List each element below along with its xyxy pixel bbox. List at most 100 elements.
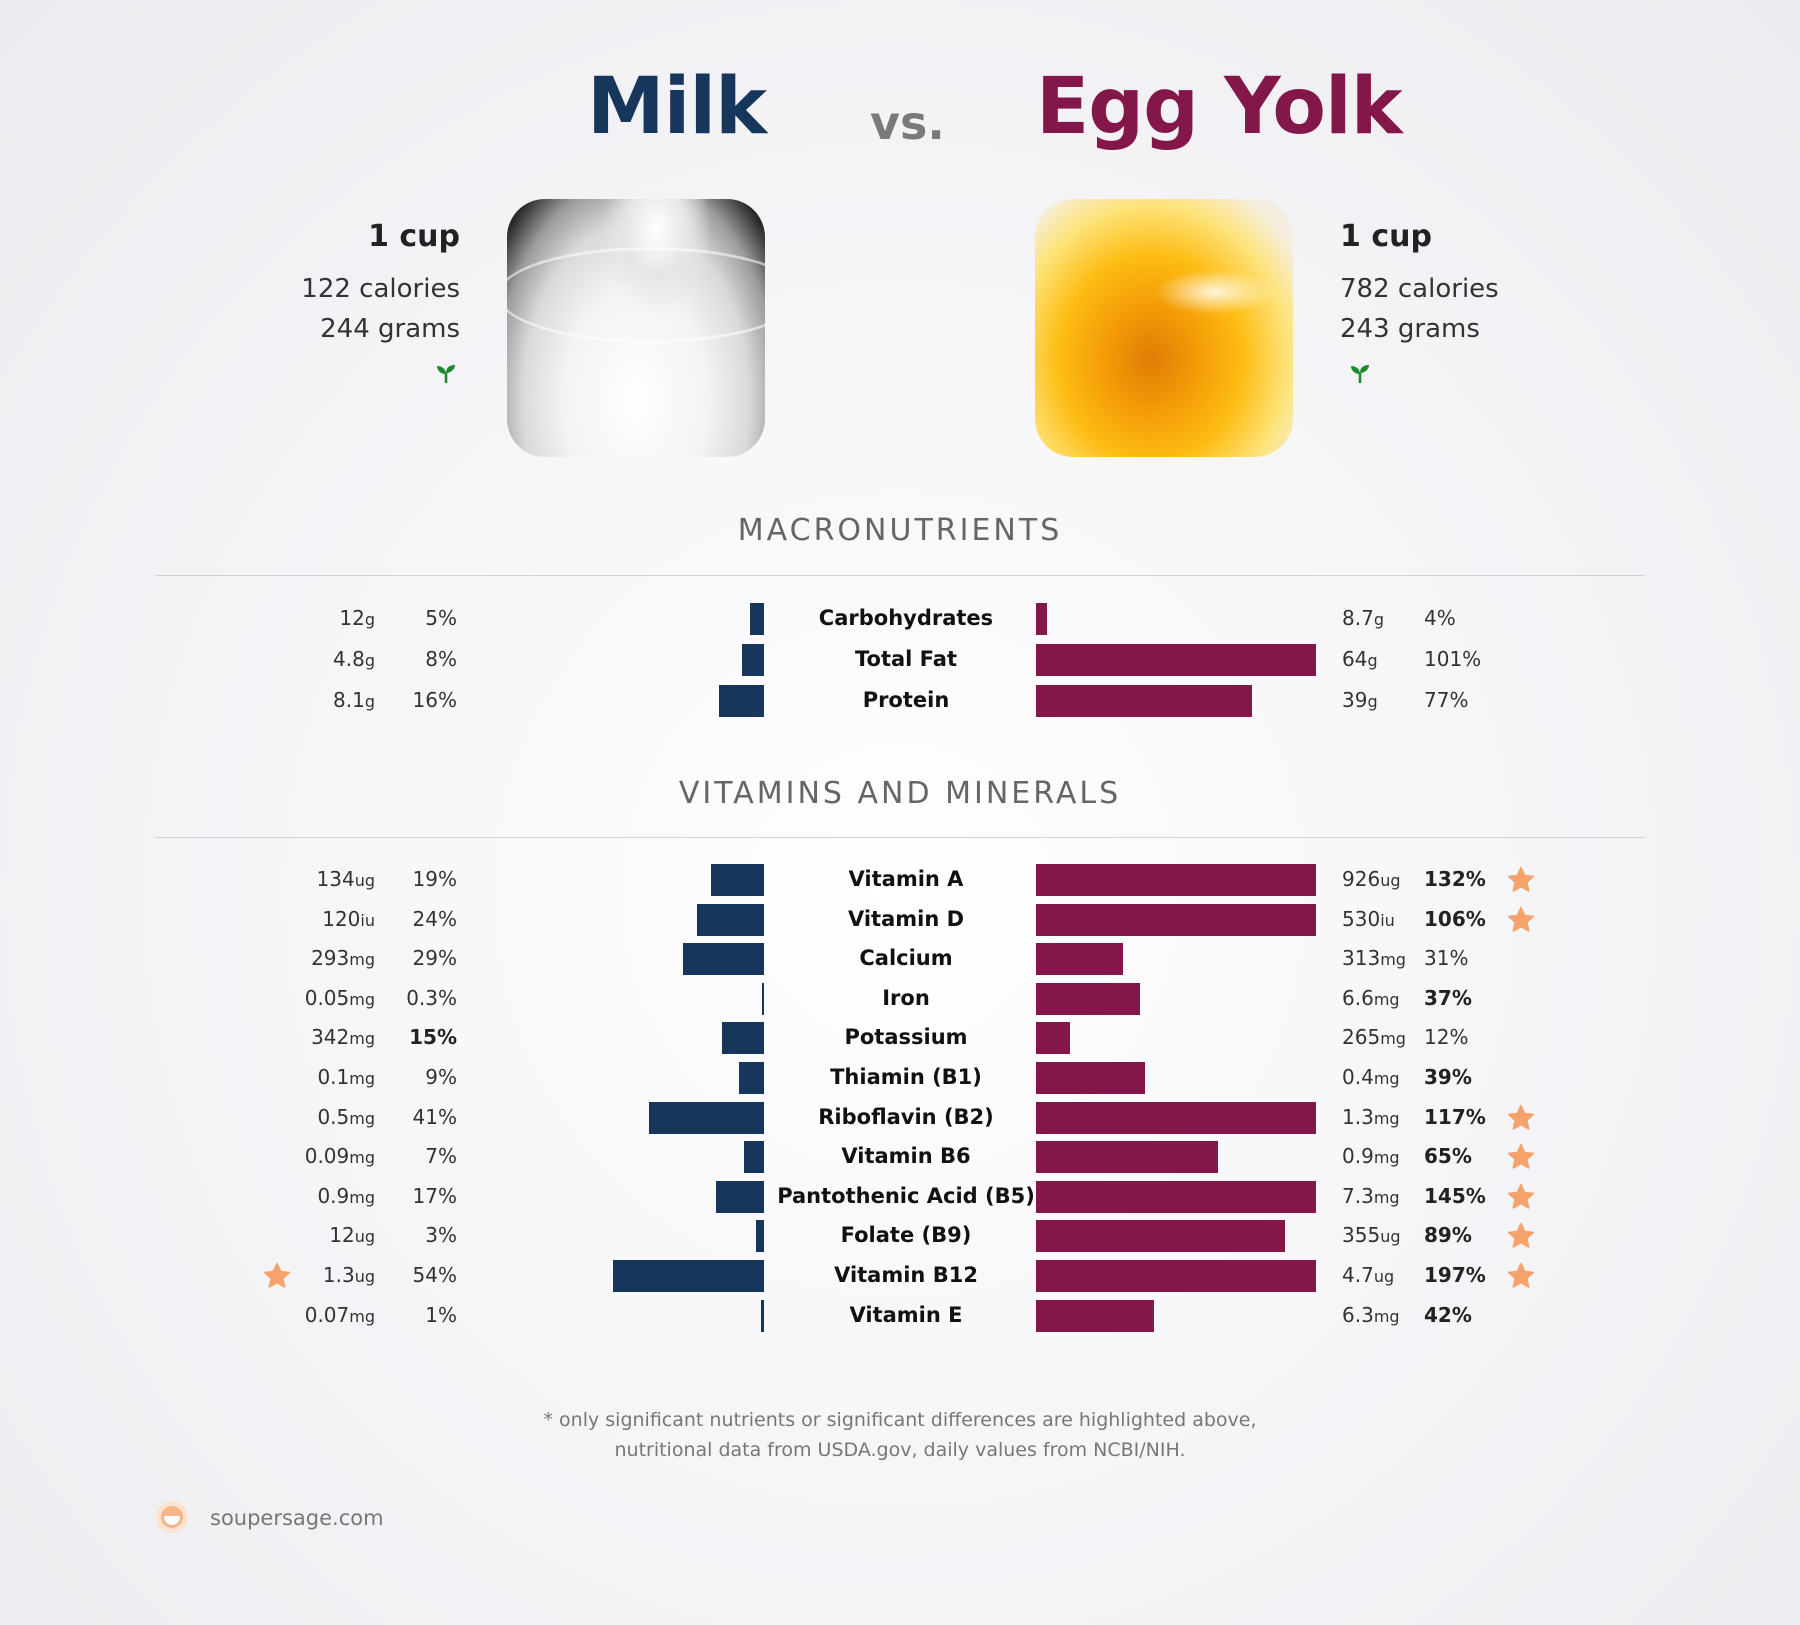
sprout-icon — [1351, 365, 1369, 383]
left-bar — [696, 903, 764, 936]
left-percent: 1% — [425, 1302, 457, 1327]
right-bar — [1036, 1062, 1146, 1094]
vitamins-title: VITAMINS AND MINERALS — [678, 776, 1122, 811]
left-percent: 8% — [425, 647, 457, 671]
right-amount-number: 6.6 — [1342, 985, 1374, 1010]
nutrient-label: Riboflavin (B2) — [818, 1104, 994, 1129]
left-amount-unit: ug — [354, 1267, 375, 1286]
right-grams: 243 grams — [1340, 314, 1480, 344]
left-percent: 0.3% — [406, 985, 457, 1010]
right-bar — [1036, 903, 1316, 936]
left-amount-unit: ug — [354, 1227, 375, 1247]
macronutrients-title: MACRONUTRIENTS — [737, 513, 1063, 548]
left-percent: 3% — [425, 1223, 457, 1248]
left-amount-number: 0.05 — [304, 985, 350, 1010]
left-amount-unit: mg — [349, 1029, 375, 1049]
right-bar — [1036, 1141, 1218, 1174]
right-amount: 926ug — [1342, 867, 1452, 891]
vs-label: vs. — [870, 96, 945, 150]
right-percent: 4% — [1424, 606, 1456, 630]
left-percent: 41% — [412, 1104, 457, 1129]
right-percent: 101% — [1424, 647, 1482, 671]
right-amount: 265mg — [1342, 1025, 1452, 1049]
left-amount-number: 0.09 — [304, 1144, 350, 1169]
left-bar — [722, 1022, 764, 1055]
footnote: * only significant nutrients or signific… — [0, 1405, 1800, 1465]
left-percent: 54% — [412, 1263, 457, 1287]
right-amount-unit: g — [1373, 610, 1384, 629]
right-amount-number: 0.4 — [1342, 1065, 1374, 1089]
left-bar — [716, 1180, 764, 1213]
right-amount-unit: mg — [1380, 950, 1406, 970]
left-bar — [761, 1299, 764, 1332]
left-bar — [762, 982, 764, 1015]
left-amount: 12ug — [155, 1223, 375, 1247]
nutrient-label: Vitamin E — [849, 1302, 963, 1327]
left-amount-number: 342 — [311, 1025, 350, 1050]
left-amount-unit: mg — [349, 1148, 375, 1168]
right-amount-number: 8.7 — [1342, 606, 1374, 630]
left-amount-unit: mg — [349, 1306, 375, 1326]
left-amount: 0.1mg — [155, 1065, 375, 1089]
left-calories: 122 calories — [301, 274, 460, 304]
brand-link[interactable]: soupersage.com — [210, 1506, 384, 1530]
right-amount-number: 6.3 — [1342, 1302, 1374, 1327]
left-amount-unit: g — [364, 651, 375, 670]
right-star-icon — [1507, 906, 1535, 932]
right-percent: 106% — [1424, 906, 1486, 931]
nutrient-label: Calcium — [859, 946, 953, 971]
right-bar — [1036, 603, 1048, 635]
right-amount-unit: mg — [1380, 1029, 1406, 1049]
right-percent: 42% — [1424, 1302, 1472, 1327]
left-serving: 1 cup — [368, 219, 460, 254]
right-star-icon — [1507, 1144, 1535, 1169]
right-percent: 77% — [1424, 688, 1469, 712]
right-bar — [1036, 943, 1123, 976]
left-amount-unit: mg — [349, 950, 375, 970]
right-amount-unit: mg — [1373, 1148, 1400, 1168]
left-amount-number: 12 — [339, 606, 365, 630]
right-amount-unit: g — [1367, 692, 1378, 711]
nutrient-label: Folate (B9) — [840, 1223, 972, 1248]
right-amount: 355ug — [1342, 1223, 1452, 1247]
left-amount: 0.05mg — [155, 986, 375, 1010]
right-bar — [1036, 1299, 1154, 1332]
left-percent: 16% — [412, 688, 457, 712]
vitamins-divider — [155, 837, 1645, 838]
left-amount: 4.8g — [155, 647, 375, 671]
right-percent: 89% — [1424, 1223, 1472, 1248]
right-bar — [1036, 685, 1252, 717]
right-amount: 6.3mg — [1342, 1303, 1452, 1327]
right-amount-number: 0.9 — [1342, 1144, 1374, 1169]
right-amount-unit: mg — [1373, 989, 1400, 1009]
soupersage-logo-icon — [156, 1501, 188, 1533]
left-bar — [612, 1260, 764, 1292]
left-percent: 7% — [425, 1144, 457, 1169]
left-amount-number: 12 — [329, 1223, 355, 1248]
right-bar — [1036, 644, 1316, 676]
nutrient-label: Protein — [862, 688, 950, 712]
right-percent: 37% — [1424, 985, 1472, 1010]
right-star-icon — [1507, 1223, 1535, 1249]
right-bar — [1036, 1101, 1316, 1134]
right-amount: 4.7ug — [1342, 1263, 1452, 1287]
right-amount-number: 313 — [1342, 946, 1381, 971]
right-amount-number: 1.3 — [1342, 1104, 1374, 1129]
left-percent: 5% — [425, 606, 457, 630]
left-amount-unit: mg — [349, 989, 375, 1009]
left-amount-number: 0.1 — [317, 1065, 350, 1089]
left-amount-unit: mg — [349, 1187, 375, 1207]
right-amount-unit: ug — [1373, 1267, 1395, 1286]
right-amount: 7.3mg — [1342, 1184, 1452, 1208]
left-bar — [649, 1101, 764, 1134]
right-calories: 782 calories — [1340, 274, 1499, 304]
left-percent: 24% — [412, 906, 457, 931]
right-serving: 1 cup — [1340, 219, 1432, 254]
left-amount-number: 4.8 — [333, 647, 365, 671]
left-bar — [710, 864, 764, 896]
right-amount: 530iu — [1342, 907, 1452, 931]
macro-divider — [155, 575, 1645, 576]
right-percent: 197% — [1424, 1263, 1486, 1287]
sprout-icon — [437, 365, 455, 383]
footnote-line2: nutritional data from USDA.gov, daily va… — [614, 1439, 1186, 1461]
